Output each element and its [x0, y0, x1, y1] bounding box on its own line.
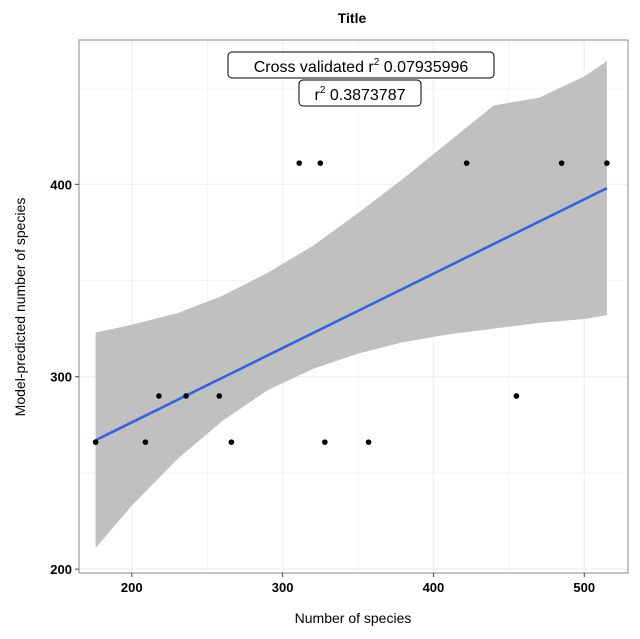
y-tick-label: 300	[50, 370, 72, 385]
data-point	[296, 160, 303, 166]
annotation-cv-r2: Cross validated r2 0.07935996	[227, 51, 495, 79]
y-axis-ticks: 200 300 400	[50, 177, 79, 577]
x-axis-ticks: 200 300 400 500	[121, 573, 595, 595]
y-tick-label: 400	[50, 177, 72, 192]
annotation-prefix: Cross validated r	[254, 59, 375, 76]
data-point	[604, 160, 610, 166]
data-point	[183, 393, 189, 399]
fit-line-group	[95, 186, 608, 442]
annotation-value: 0.07935996	[379, 59, 468, 76]
x-tick-label: 200	[121, 580, 143, 595]
data-point	[156, 393, 162, 399]
x-tick-label: 300	[272, 580, 294, 595]
data-points	[92, 160, 610, 445]
confidence-band	[95, 61, 607, 548]
data-point	[558, 160, 565, 166]
svg-text:Cross validated r2 0.07935996: Cross validated r2 0.07935996	[254, 57, 469, 76]
annotation-value: 0.3873787	[325, 87, 405, 104]
annotation-superscript: 2	[320, 85, 326, 96]
data-point	[322, 439, 328, 445]
annotation-box	[298, 79, 422, 107]
x-tick-label: 500	[573, 580, 595, 595]
data-point	[92, 439, 99, 445]
fit-line	[95, 186, 608, 442]
annotation-prefix: r	[315, 87, 321, 104]
chart-title: Title	[338, 10, 367, 26]
y-tick-label: 200	[50, 562, 72, 577]
annotation-superscript: 2	[374, 57, 380, 68]
data-point	[142, 439, 149, 445]
plot-panel	[78, 39, 629, 574]
svg-text:r2 0.3873787: r2 0.3873787	[315, 85, 406, 104]
x-axis-title: Number of species	[295, 610, 412, 626]
data-point	[463, 160, 470, 166]
y-axis-title: Model-predicted number of species	[12, 198, 28, 417]
data-point	[317, 160, 324, 166]
confidence-band-area	[95, 61, 607, 548]
data-point	[216, 393, 223, 399]
data-point	[365, 439, 372, 445]
data-point	[228, 439, 235, 445]
annotation-box	[227, 51, 495, 79]
annotation-r2: r2 0.3873787	[298, 79, 422, 107]
data-point	[513, 393, 520, 399]
x-tick-label: 400	[423, 580, 445, 595]
